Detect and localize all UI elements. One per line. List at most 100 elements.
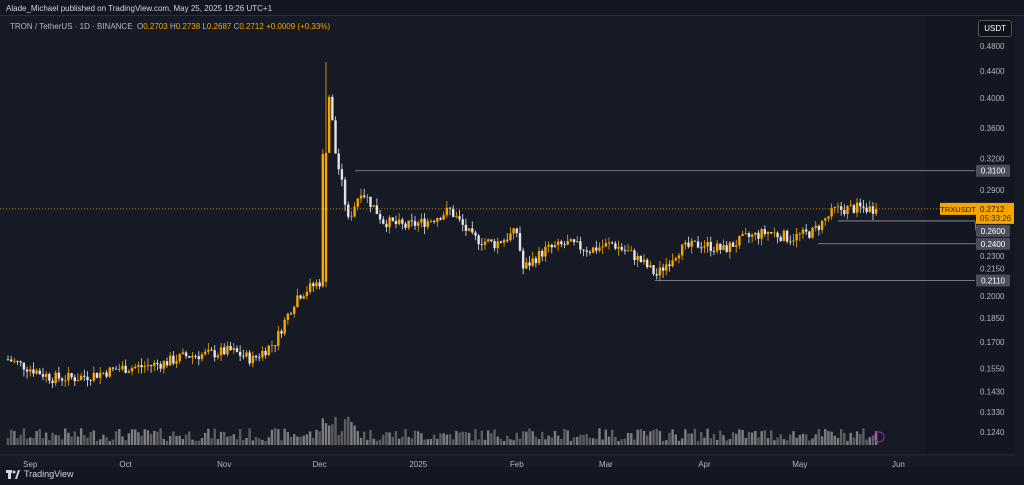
candle-body xyxy=(808,231,811,238)
volume-bar xyxy=(477,439,480,445)
brand-name: TradingView xyxy=(24,469,74,479)
candle-body xyxy=(143,366,146,368)
volume-bar xyxy=(839,429,843,445)
candle-body xyxy=(700,247,703,249)
candle-body xyxy=(719,243,722,250)
volume-bar xyxy=(254,437,258,445)
volume-bar xyxy=(830,431,833,445)
volume-bar xyxy=(582,434,585,445)
candle-body xyxy=(690,240,693,247)
candle-body xyxy=(770,232,773,234)
volume-bar xyxy=(302,435,305,445)
candle-body xyxy=(868,206,871,213)
candle-body xyxy=(696,241,700,248)
candle-body xyxy=(652,265,655,275)
volume-bar xyxy=(51,432,54,445)
volume-bar xyxy=(410,438,414,445)
volume-bar xyxy=(665,440,668,445)
volume-bar xyxy=(563,428,566,445)
volume-bar xyxy=(105,437,108,445)
candle-body xyxy=(232,348,235,351)
candle-body xyxy=(515,228,518,234)
volume-bar xyxy=(432,434,436,445)
volume-bar xyxy=(210,438,213,445)
candle-body xyxy=(327,96,331,153)
level-price-tag xyxy=(976,274,1010,287)
candle-body xyxy=(639,255,643,263)
candle-body xyxy=(792,240,795,242)
candle-body xyxy=(493,240,496,249)
candle-body xyxy=(811,227,814,238)
volume-bar xyxy=(92,430,96,445)
candle-body xyxy=(223,347,226,355)
candle-body xyxy=(677,255,681,259)
candle-body xyxy=(89,379,92,381)
volume-bar xyxy=(213,428,216,445)
candle-body xyxy=(362,195,366,197)
volume-bar xyxy=(156,431,159,445)
candle-body xyxy=(216,355,220,358)
currency-button[interactable]: USDT xyxy=(978,20,1012,37)
volume-bar xyxy=(518,438,522,445)
volume-bar xyxy=(817,428,821,445)
candle-body xyxy=(591,247,595,253)
volume-bar xyxy=(19,434,22,445)
volume-bar xyxy=(874,431,878,445)
volume-bar xyxy=(127,433,131,445)
volume-bar xyxy=(709,438,712,445)
candle-body xyxy=(280,331,283,334)
price-tick-label: 0.1550 xyxy=(980,364,1005,373)
candle-body xyxy=(105,372,108,377)
candle-body xyxy=(432,220,436,222)
candle-body xyxy=(436,218,439,222)
candle-body xyxy=(738,235,741,246)
candle-body xyxy=(397,219,401,225)
volume-bar xyxy=(448,434,452,445)
candle-body xyxy=(188,356,191,358)
candle-body xyxy=(525,262,528,269)
volume-bar xyxy=(359,437,363,445)
candle-body xyxy=(709,241,712,252)
candle-body xyxy=(162,361,166,369)
candle-body xyxy=(248,352,251,364)
volume-bar xyxy=(337,435,340,445)
candle-body xyxy=(13,360,16,362)
volume-bar xyxy=(760,431,763,445)
volume-bar xyxy=(194,440,197,445)
volume-bar xyxy=(455,430,458,445)
symbol-tag xyxy=(940,202,976,215)
candle-body xyxy=(483,241,487,245)
volume-bar xyxy=(48,439,51,445)
volume-bar xyxy=(486,430,490,445)
candle-body xyxy=(375,205,379,215)
candle-body xyxy=(630,250,633,252)
price-tick-label: 0.1430 xyxy=(980,387,1005,396)
candle-body xyxy=(496,241,499,249)
candle-body xyxy=(16,360,19,362)
chart-frame[interactable] xyxy=(0,15,1024,467)
open-label: O xyxy=(137,22,144,31)
candle-body xyxy=(502,239,506,243)
candle-body xyxy=(715,243,719,252)
volume-bar xyxy=(595,438,598,445)
candle-body xyxy=(102,372,105,374)
candle-body xyxy=(134,366,137,369)
candle-body xyxy=(99,372,102,378)
candle-body xyxy=(369,196,372,207)
candle-body xyxy=(579,241,582,250)
candle-body xyxy=(623,249,627,251)
candle-body xyxy=(499,241,503,243)
volume-bar xyxy=(795,437,798,445)
candle-body xyxy=(315,282,318,287)
volume-bar xyxy=(521,431,525,445)
volume-bar xyxy=(703,437,706,445)
time-tick-label: May xyxy=(792,460,807,469)
candle-body xyxy=(607,242,611,244)
lightning-icon[interactable] xyxy=(873,431,885,443)
volume-bar xyxy=(588,437,592,445)
low-value: 0.2687 xyxy=(206,22,232,31)
candle-body xyxy=(283,319,286,334)
candle-body xyxy=(827,216,830,219)
candle-body xyxy=(550,244,553,248)
